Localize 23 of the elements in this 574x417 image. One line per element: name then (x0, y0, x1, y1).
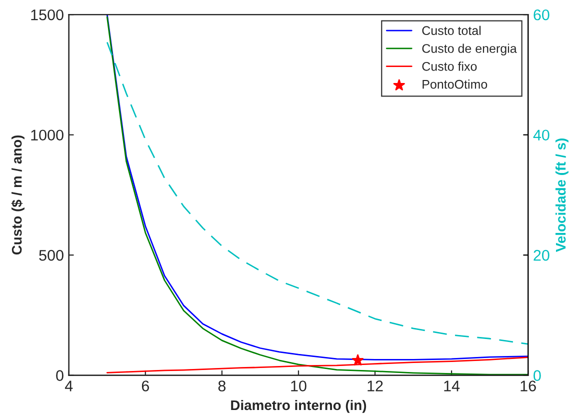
x-tick-label: 14 (444, 380, 460, 392)
y-tick-label: 1000 (31, 130, 64, 141)
legend-label: Custo total (422, 26, 481, 36)
line-series (106, 356, 528, 374)
legend-label: PontoOtimo (422, 80, 488, 89)
y2-tick-label: 40 (533, 130, 550, 141)
y-tick-label: 1500 (31, 9, 64, 20)
x-tick-label: 8 (218, 380, 226, 392)
x-axis-title: Diametro interno (in) (231, 400, 366, 413)
legend-label: Custo fixo (422, 62, 477, 71)
x-tick-label: 6 (142, 380, 149, 392)
y-axis-title: Custo ($ / m / ano) (11, 135, 24, 255)
y2-tick-label: 20 (534, 250, 550, 261)
legend-label: Custo de energia (422, 44, 517, 56)
x-tick-label: 12 (368, 380, 383, 392)
x-tick-label: 10 (291, 380, 306, 392)
y-tick-label: 0 (56, 370, 64, 381)
y2-axis-title: Velocidade (ft / s) (555, 138, 568, 252)
x-tick-label: 16 (520, 380, 536, 392)
x-tick-label: 4 (64, 380, 73, 392)
y2-tick-label: 0 (534, 370, 541, 381)
y-tick-label: 500 (39, 250, 64, 261)
y2-tick-label: 60 (534, 9, 550, 20)
